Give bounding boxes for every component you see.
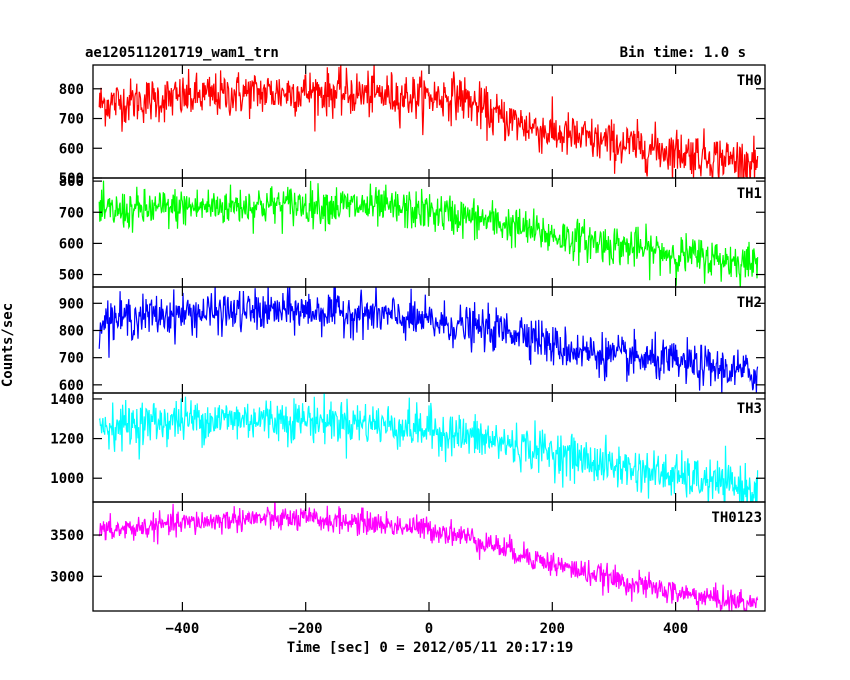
series-th0123-line: [98, 502, 759, 611]
series-th2-line: [98, 287, 759, 393]
x-tick-label: −200: [289, 621, 323, 637]
series-th1-line: [98, 180, 759, 287]
series-name-th2: TH2: [737, 295, 762, 311]
chart-title: ae120511201719_wam1_trn: [85, 45, 279, 61]
y-tick-label: 700: [59, 112, 84, 128]
y-tick-label: 700: [59, 351, 84, 367]
x-tick-label: −400: [166, 621, 200, 637]
x-tick-label: 400: [663, 621, 688, 637]
x-tick-label: 0: [425, 621, 433, 637]
y-tick-label: 500: [59, 268, 84, 284]
series-th3-line: [98, 393, 759, 502]
series-name-th3: TH3: [737, 401, 762, 417]
y-tick-label: 1200: [50, 432, 84, 448]
y-tick-label: 1400: [50, 392, 84, 408]
y-tick-label: 600: [59, 141, 84, 157]
panel-th2-frame: [92, 286, 766, 394]
bin-time-label: Bin time: 1.0 s: [619, 45, 746, 61]
y-tick-label: 3000: [50, 569, 84, 585]
series-th0-line: [98, 65, 759, 178]
x-tick-label: 200: [540, 621, 565, 637]
y-tick-label: 800: [59, 82, 84, 98]
y-tick-label: 3500: [50, 528, 84, 544]
y-tick-label: 600: [59, 378, 84, 394]
y-axis-label: Counts/sec: [0, 302, 16, 388]
series-name-th1: TH1: [737, 186, 762, 202]
y-tick-label: 800: [59, 323, 84, 339]
y-tick-label: 1000: [50, 471, 84, 487]
y-tick-label: 800: [59, 174, 84, 190]
y-tick-label: 700: [59, 205, 84, 221]
y-tick-label: 600: [59, 236, 84, 252]
y-tick-label: 900: [59, 296, 84, 312]
y-tick-label: 500: [59, 171, 84, 187]
series-name-th0123: TH0123: [711, 510, 762, 526]
x-axis-label: Time [sec] 0 = 2012/05/11 20:17:19: [286, 640, 574, 656]
series-name-th0: TH0: [737, 73, 762, 89]
